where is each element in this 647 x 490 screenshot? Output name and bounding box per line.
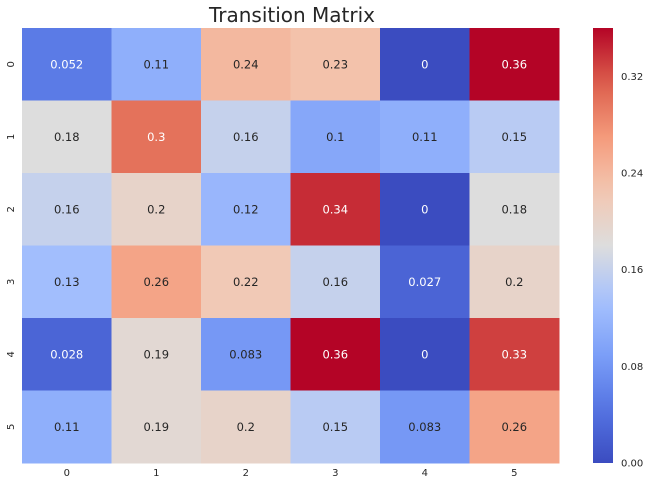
cell-value-label: 0.24	[233, 57, 259, 71]
cell-value-label: 0.26	[143, 275, 169, 289]
heatmap-cell	[22, 173, 112, 246]
y-tick-label: 3	[6, 279, 17, 285]
x-tick-label: 4	[422, 468, 428, 479]
cell-value-label: 0.2	[147, 202, 165, 216]
cell-value-label: 0.083	[408, 420, 441, 434]
cell-value-label: 0.027	[408, 275, 441, 289]
cell-value-label: 0.22	[233, 275, 259, 289]
cell-value-label: 0.19	[143, 420, 169, 434]
x-tick-label: 0	[64, 468, 70, 479]
heatmap-cell	[380, 390, 470, 464]
heatmap-cell	[22, 100, 112, 174]
heatmap-cell	[22, 318, 112, 391]
heatmap-cell	[380, 245, 470, 319]
cell-value-label: 0.16	[233, 130, 259, 144]
heatmap-cell	[290, 28, 381, 101]
cell-value-label: 0	[421, 347, 428, 361]
heatmap-cell	[380, 173, 470, 246]
y-tick-label: 5	[6, 424, 17, 430]
heatmap-cell	[469, 28, 560, 101]
heatmap-cell	[22, 390, 112, 464]
x-tick-label: 1	[153, 468, 159, 479]
heatmap-cell	[290, 318, 381, 391]
heatmap-cell	[111, 100, 202, 174]
y-tick-label: 0	[6, 61, 17, 67]
colorbar-tick-label: 0.16	[621, 265, 643, 276]
heatmap-cell	[111, 390, 202, 464]
colorbar-tick-label: 0.00	[621, 459, 643, 470]
heatmap-cell	[290, 100, 381, 174]
heatmap-cell	[290, 245, 381, 319]
cell-value-label: 0.18	[501, 202, 527, 216]
cell-value-label: 0.19	[143, 347, 169, 361]
cell-value-labels: 0.052 0.11 0.24 0.23 0 0.36 0.18 0.3 0.16 0.1 0.11…	[50, 57, 527, 434]
cell-value-label: 0.36	[501, 57, 527, 71]
cell-value-label: 0.3	[147, 130, 165, 144]
cell-value-label: 0.028	[50, 347, 83, 361]
heatmap-cell	[380, 28, 470, 101]
heatmap-cell	[201, 390, 291, 464]
cell-value-label: 0.1	[326, 130, 344, 144]
y-tick-label: 1	[6, 134, 17, 140]
heatmap-cell	[201, 318, 291, 391]
cell-value-label: 0.16	[322, 275, 348, 289]
cell-value-label: 0.26	[501, 420, 527, 434]
heatmap-cell	[201, 245, 291, 319]
heatmap-cell	[201, 28, 291, 101]
cell-value-label: 0.052	[50, 57, 83, 71]
cell-value-label: 0.11	[54, 420, 80, 434]
heatmap-cell	[469, 100, 560, 174]
x-tick-label: 2	[243, 468, 249, 479]
x-tick-label: 5	[511, 468, 517, 479]
heatmap-cell	[380, 318, 470, 391]
heatmap-cell	[111, 318, 202, 391]
heatmap-cell	[380, 100, 470, 174]
x-axis-ticks: 0 1 2 3 4 5	[64, 468, 518, 479]
heatmap-cell	[469, 390, 560, 464]
cell-value-label: 0.083	[229, 347, 262, 361]
cell-value-label: 0.33	[501, 347, 527, 361]
heatmap-cell	[290, 173, 381, 246]
chart-title: Transition Matrix	[208, 3, 375, 27]
heatmap-cell	[469, 173, 560, 246]
cell-value-label: 0.18	[54, 130, 80, 144]
colorbar-ticks: 0.00 0.08 0.16 0.24 0.32	[621, 72, 643, 470]
cell-value-label: 0.11	[143, 57, 169, 71]
cell-value-label: 0.16	[54, 202, 80, 216]
heatmap-cell	[469, 245, 560, 319]
heatmap-cell	[201, 100, 291, 174]
cell-value-label: 0.13	[54, 275, 80, 289]
colorbar-tick-label: 0.32	[621, 72, 643, 83]
cell-value-label: 0	[421, 57, 428, 71]
cell-value-label: 0.15	[501, 130, 527, 144]
cell-value-label: 0.12	[233, 202, 259, 216]
heatmap-cell	[111, 245, 202, 319]
y-axis-ticks: 0 1 2 3 4 5	[6, 61, 17, 430]
colorbar	[593, 28, 613, 463]
cell-value-label: 0.23	[322, 57, 348, 71]
y-tick-label: 4	[6, 351, 17, 357]
cell-value-label: 0.2	[505, 275, 523, 289]
heatmap-cell	[22, 28, 112, 101]
heatmap-cell	[290, 390, 381, 464]
y-tick-label: 2	[6, 206, 17, 212]
cell-value-label: 0.2	[237, 420, 255, 434]
heatmap-cells	[22, 28, 560, 464]
cell-value-label: 0.34	[322, 202, 348, 216]
colorbar-tick-label: 0.24	[621, 169, 643, 180]
heatmap-cell	[111, 173, 202, 246]
cell-value-label: 0	[421, 202, 428, 216]
heatmap-cell	[22, 245, 112, 319]
cell-value-label: 0.15	[322, 420, 348, 434]
cell-value-label: 0.36	[322, 347, 348, 361]
heatmap-cell	[201, 173, 291, 246]
cell-value-label: 0.11	[412, 130, 438, 144]
colorbar-tick-label: 0.08	[621, 362, 643, 373]
heatmap-cell	[469, 318, 560, 391]
x-tick-label: 3	[332, 468, 338, 479]
heatmap-cell	[111, 28, 202, 101]
